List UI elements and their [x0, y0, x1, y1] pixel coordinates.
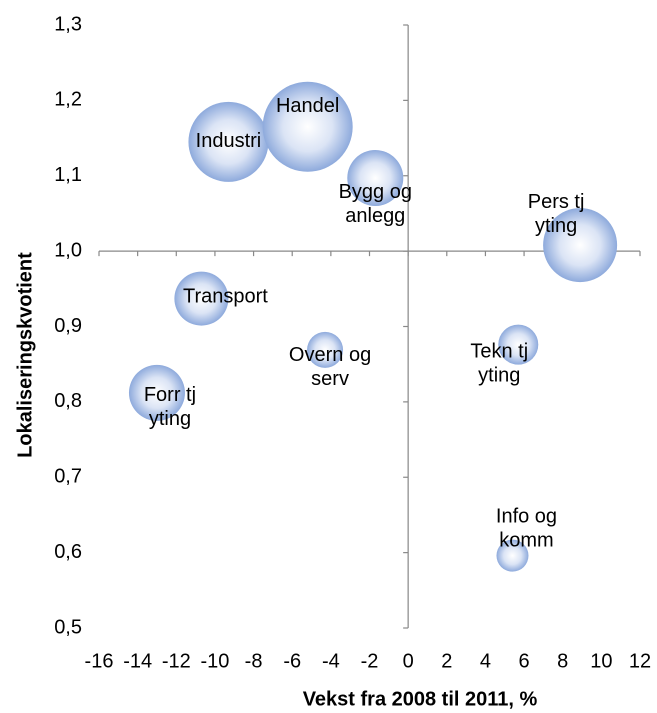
bubble-label: Info og komm: [496, 506, 557, 552]
y-tick-label: 0,7: [54, 466, 82, 488]
x-tick-label: -16: [85, 650, 114, 672]
x-tick-label: 8: [557, 650, 568, 672]
bubble: [307, 331, 344, 368]
bubble-label: Handel: [276, 95, 339, 117]
y-tick-label: 0,9: [54, 315, 82, 337]
bubble-label: Overn og serv: [289, 344, 371, 390]
x-tick-label: 6: [519, 650, 530, 672]
bubble: [498, 324, 539, 365]
bubble: [188, 101, 269, 182]
y-tick-label: 0,5: [54, 616, 82, 638]
x-tick-label: 12: [629, 650, 651, 672]
x-tick-label: -12: [162, 650, 191, 672]
y-tick-label: 0,8: [54, 390, 82, 412]
bubble-label: Industri: [196, 130, 262, 152]
bubble-label: Bygg og anlegg: [339, 181, 412, 227]
x-tick-label: -10: [200, 650, 229, 672]
x-tick-label: -6: [283, 650, 301, 672]
bubble: [174, 271, 229, 326]
x-tick-label: -2: [361, 650, 379, 672]
y-axis-title: Lokaliseringskvotient: [14, 252, 36, 458]
y-tick-label: 1,0: [54, 239, 82, 261]
bubble: [543, 208, 618, 283]
x-axis-title: Vekst fra 2008 til 2011, %: [303, 688, 538, 710]
bubble: [128, 364, 185, 421]
x-tick-label: 4: [480, 650, 491, 672]
x-tick-label: -8: [245, 650, 263, 672]
y-tick-label: 0,6: [54, 541, 82, 563]
y-tick-label: 1,1: [54, 164, 82, 186]
bubble: [496, 539, 529, 572]
x-tick-label: 2: [441, 650, 452, 672]
x-tick-label: -4: [322, 650, 340, 672]
bubble: [262, 81, 353, 172]
x-tick-label: 10: [590, 650, 612, 672]
y-tick-label: 1,2: [54, 89, 82, 111]
bubble-label: Forr tj yting: [144, 384, 196, 430]
bubble-label: Transport: [183, 286, 268, 308]
x-tick-label: 0: [403, 650, 414, 672]
bubble-label: Pers tj yting: [528, 191, 585, 237]
bubble-label: Tekn tj yting: [470, 341, 528, 387]
x-tick-label: -14: [123, 650, 152, 672]
bubble: [347, 150, 404, 207]
y-tick-label: 1,3: [54, 13, 82, 35]
